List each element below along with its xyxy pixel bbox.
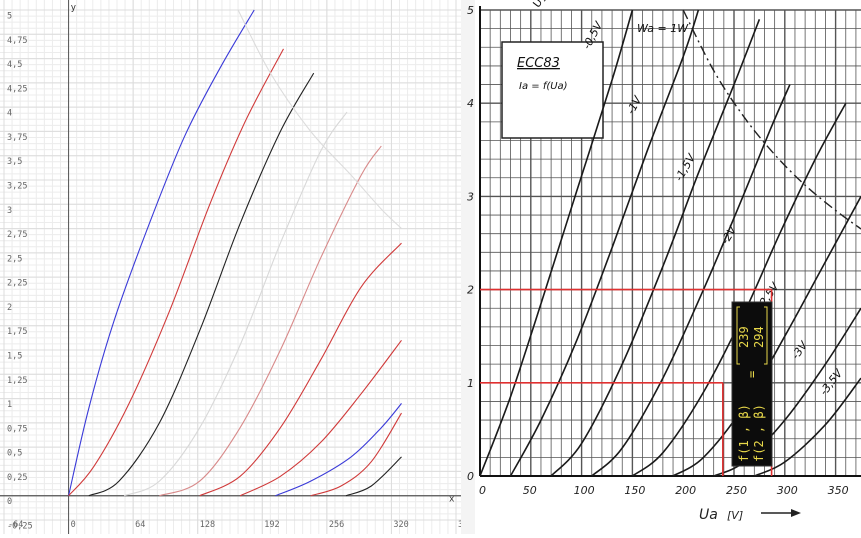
y-tick-label: 2 <box>7 303 12 313</box>
y-axis-label: y <box>71 3 77 13</box>
x-tick-label: 200 <box>675 484 696 497</box>
x-tick-label: 320 <box>393 520 408 530</box>
plot-curve <box>159 145 382 497</box>
y-tick-label: 0,75 <box>7 424 27 434</box>
annotation-bracket-left <box>736 306 740 365</box>
y-tick-label: 0,5 <box>7 449 22 459</box>
x-tick-label: 0 <box>71 520 76 530</box>
y-tick-label: 3,5 <box>7 157 22 167</box>
x-axis-label: x <box>449 495 455 505</box>
y-tick-label: 2 <box>467 284 474 297</box>
plot-curve <box>310 412 402 497</box>
y-tick-label: 3 <box>467 190 474 203</box>
y-tick-label: 0 <box>467 470 474 483</box>
y-tick-label: 2,25 <box>7 279 27 289</box>
annotation-value-2: 294 <box>752 326 766 348</box>
y-tick-label: 1 <box>7 400 12 410</box>
x-axis-arrow-head <box>791 509 801 517</box>
y-tick-label: 1,5 <box>7 352 22 362</box>
characteristic-curve <box>550 19 761 477</box>
left-plot[interactable]: -6406412819225632038454,754,54,2543,753,… <box>0 0 473 534</box>
major-grid <box>0 0 461 534</box>
characteristic-curve <box>509 9 700 477</box>
y-tick-label: 4,25 <box>7 84 27 94</box>
annotation-line-2: f(2 , β) <box>752 404 766 462</box>
annotation-line-1: f(1 , β) <box>737 404 751 462</box>
x-axis-unit: [V] <box>727 509 743 522</box>
power-dissipation-curve <box>682 9 861 230</box>
y-tick-label: 1,25 <box>7 376 27 386</box>
y-tick-label: 0,25 <box>7 473 27 483</box>
power-curve-label: Wa = 1W <box>637 22 689 35</box>
plot-curve <box>199 242 402 497</box>
sheet-margin <box>461 0 475 534</box>
annotation-bracket-right <box>764 306 768 365</box>
x-tick-label: 192 <box>264 520 279 530</box>
datasheet-panel: 0 1 2 3 4 5 0 50 100 150 200 250 300 350 Ua [V] ECC83 Ia … <box>461 0 861 534</box>
graph-plotter-panel: -6406412819225632038454,754,54,2543,753,… <box>0 0 473 534</box>
y-tick-label: -0,25 <box>7 522 33 532</box>
plot-curve <box>275 403 402 497</box>
y-tick-label: 3,75 <box>7 133 27 143</box>
x-tick-label: 64 <box>135 520 145 530</box>
plot-curve <box>237 9 402 229</box>
annotation-equals: = <box>745 371 759 378</box>
y-tick-label: 5 <box>7 12 12 22</box>
x-tick-label: 350 <box>828 484 849 497</box>
x-tick-label: 250 <box>726 484 747 497</box>
x-tick-label: 0 <box>479 484 486 497</box>
x-tick-label: 256 <box>329 520 344 530</box>
plot-curve <box>88 72 315 497</box>
y-tick-label: 2,5 <box>7 254 22 264</box>
x-axis-label: Ua <box>699 507 718 523</box>
x-tick-label: -64 <box>8 520 23 530</box>
y-tick-label: 1 <box>467 377 474 390</box>
plot-curve <box>345 456 402 497</box>
x-tick-label: 100 <box>574 484 595 497</box>
y-tick-label: 4 <box>7 109 12 119</box>
plot-curve <box>68 9 255 496</box>
y-tick-label: 2,75 <box>7 230 27 240</box>
x-tick-label: 300 <box>777 484 798 497</box>
y-tick-label: 4 <box>467 97 474 110</box>
x-tick-label: 128 <box>200 520 215 530</box>
x-tick-label: 50 <box>523 484 537 497</box>
y-tick-label: 0 <box>7 497 12 507</box>
characteristic-curve <box>753 377 861 477</box>
plot-curve <box>123 111 348 497</box>
y-tick-label: 1,75 <box>7 327 27 337</box>
chart-subtitle: Ia = f(Ua) <box>519 81 568 92</box>
x-tick-label: 150 <box>624 484 645 497</box>
y-tick-label: 4,5 <box>7 60 22 70</box>
y-tick-label: 3 <box>7 206 12 216</box>
characteristic-curve <box>713 307 861 477</box>
characteristic-curve <box>479 9 634 477</box>
y-tick-label: 5 <box>467 4 474 17</box>
annotation-box <box>731 301 773 467</box>
title-box <box>501 41 604 139</box>
y-tick-label: 3,25 <box>7 182 27 192</box>
annotation-value-1: 239 <box>737 326 751 348</box>
plot-curve <box>68 48 284 497</box>
chart-title: ECC83 <box>517 56 560 71</box>
plot-curve <box>239 339 402 497</box>
y-tick-label: 4,75 <box>7 36 27 46</box>
